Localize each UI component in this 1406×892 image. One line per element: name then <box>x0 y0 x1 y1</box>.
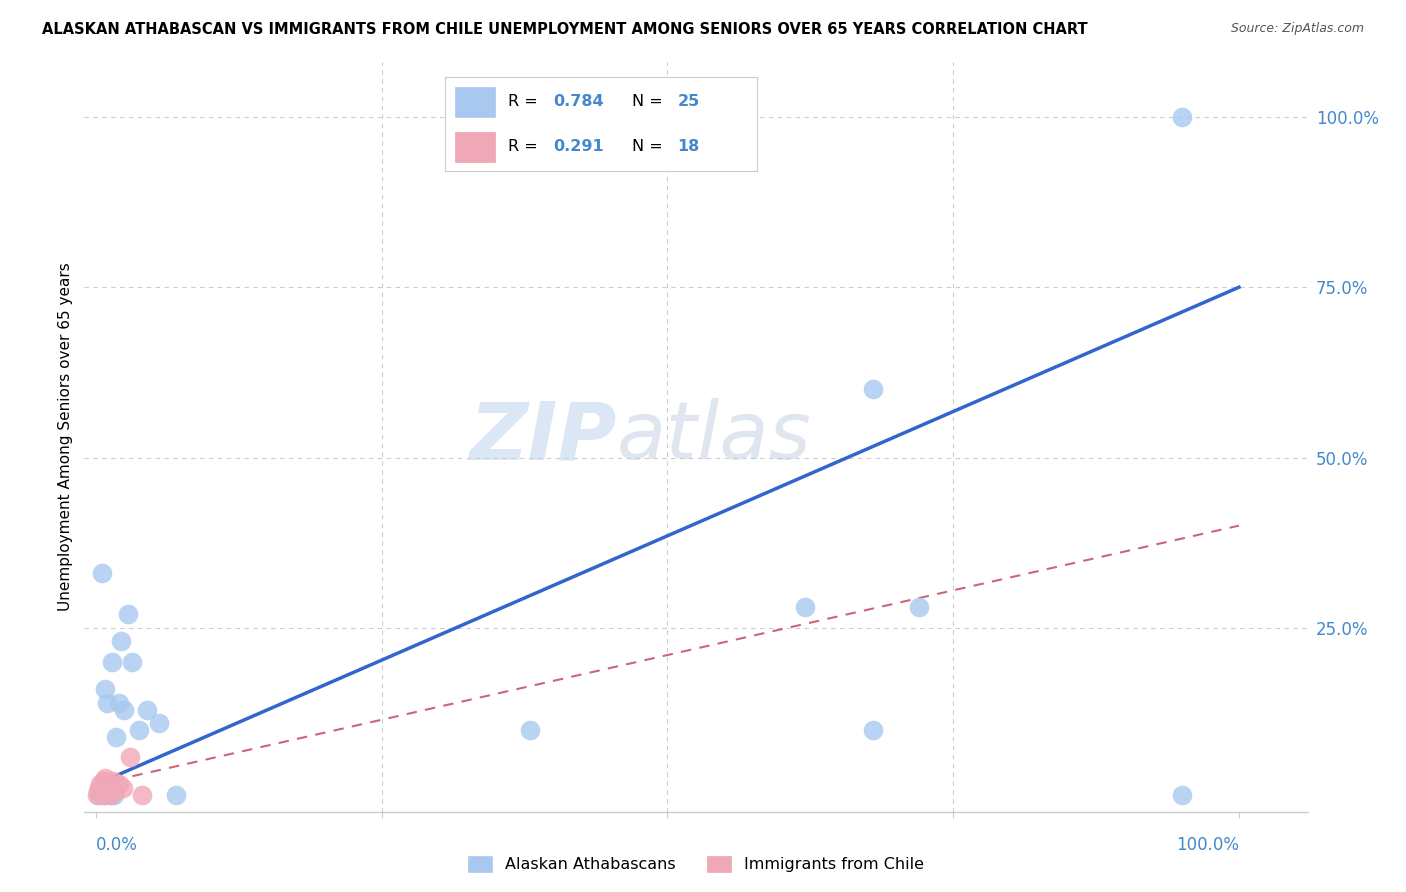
Point <box>89 777 111 791</box>
Point <box>112 780 135 795</box>
Point <box>89 780 111 795</box>
Point <box>793 600 815 615</box>
Point <box>908 600 931 615</box>
Text: 0.0%: 0.0% <box>96 836 138 854</box>
Point <box>90 566 112 581</box>
Text: Source: ZipAtlas.com: Source: ZipAtlas.com <box>1230 22 1364 36</box>
Point <box>91 774 114 789</box>
Point <box>519 723 541 737</box>
Point <box>112 702 135 716</box>
Point <box>98 780 121 795</box>
Point <box>148 716 170 731</box>
Point <box>107 777 129 791</box>
Point <box>100 788 122 802</box>
Point <box>131 788 153 802</box>
Point <box>107 696 129 710</box>
Point <box>110 634 132 648</box>
Point <box>120 750 142 764</box>
Text: ZIP: ZIP <box>470 398 616 476</box>
Point <box>103 788 125 802</box>
Point <box>90 784 112 798</box>
Point <box>128 723 150 737</box>
Point <box>87 784 110 798</box>
Point <box>101 655 124 669</box>
Text: ALASKAN ATHABASCAN VS IMMIGRANTS FROM CHILE UNEMPLOYMENT AMONG SENIORS OVER 65 Y: ALASKAN ATHABASCAN VS IMMIGRANTS FROM CH… <box>42 22 1088 37</box>
Point <box>94 771 117 785</box>
Point <box>96 784 118 798</box>
Point <box>136 702 159 716</box>
Text: atlas: atlas <box>616 398 811 476</box>
Point <box>117 607 139 622</box>
Point <box>101 774 124 789</box>
Point <box>86 788 108 802</box>
Text: 100.0%: 100.0% <box>1175 836 1239 854</box>
Point <box>165 788 187 802</box>
Point <box>121 655 143 669</box>
Point <box>93 788 115 802</box>
Point <box>89 788 111 802</box>
Point <box>93 788 115 802</box>
Point <box>94 777 117 791</box>
Point <box>105 730 128 744</box>
Point <box>104 784 127 798</box>
Point <box>94 682 117 697</box>
Point <box>1171 788 1194 802</box>
Point <box>862 723 884 737</box>
Point <box>96 696 118 710</box>
Legend: Alaskan Athabascans, Immigrants from Chile: Alaskan Athabascans, Immigrants from Chi… <box>461 849 931 879</box>
Y-axis label: Unemployment Among Seniors over 65 years: Unemployment Among Seniors over 65 years <box>58 263 73 611</box>
Point <box>98 788 121 802</box>
Point <box>862 383 884 397</box>
Point <box>1171 110 1194 124</box>
